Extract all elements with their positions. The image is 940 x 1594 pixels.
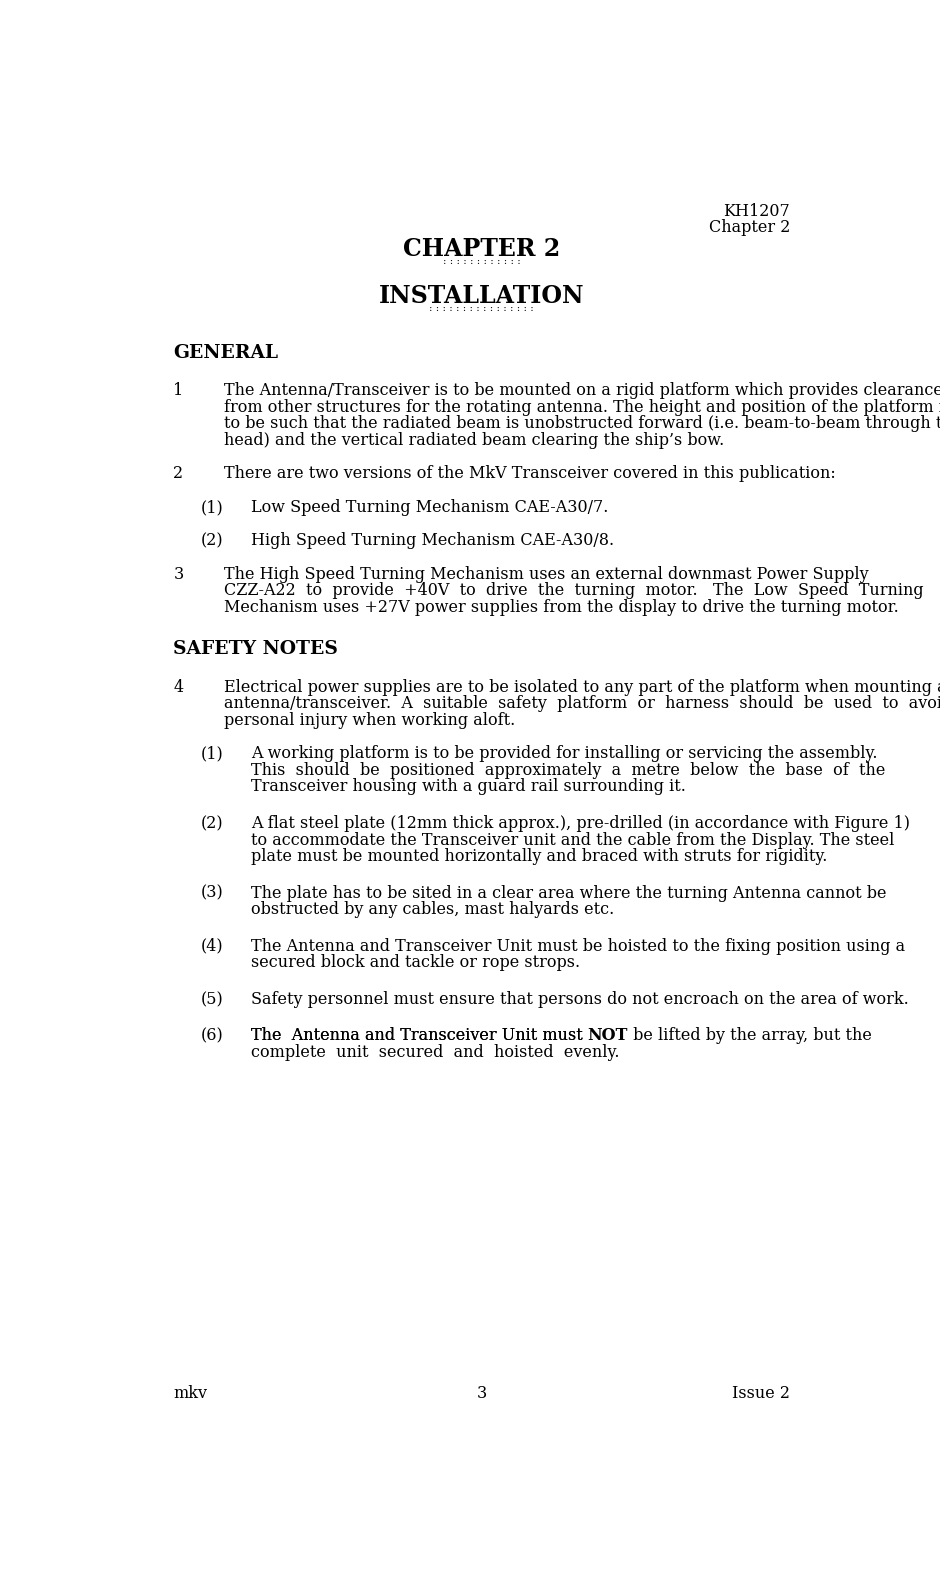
Text: Chapter 2: Chapter 2 (709, 220, 791, 236)
Text: NOT: NOT (588, 1028, 628, 1044)
Text: 3: 3 (477, 1385, 487, 1401)
Text: personal injury when working aloft.: personal injury when working aloft. (225, 713, 516, 728)
Text: plate must be mounted horizontally and braced with struts for rigidity.: plate must be mounted horizontally and b… (251, 848, 827, 866)
Text: (6): (6) (201, 1028, 224, 1044)
Text: CHAPTER 2: CHAPTER 2 (403, 238, 560, 261)
Text: Issue 2: Issue 2 (732, 1385, 791, 1401)
Text: 4: 4 (173, 679, 183, 695)
Text: A working platform is to be provided for installing or servicing the assembly.: A working platform is to be provided for… (251, 746, 877, 762)
Text: secured block and tackle or rope strops.: secured block and tackle or rope strops. (251, 955, 580, 971)
Text: The  Antenna and Transceiver Unit must: The Antenna and Transceiver Unit must (251, 1028, 588, 1044)
Text: head) and the vertical radiated beam clearing the ship’s bow.: head) and the vertical radiated beam cle… (225, 432, 725, 450)
Text: (1): (1) (201, 746, 224, 762)
Text: (5): (5) (201, 991, 224, 1007)
Text: CZZ-A22  to  provide  +40V  to  drive  the  turning  motor.   The  Low  Speed  T: CZZ-A22 to provide +40V to drive the tur… (225, 582, 924, 599)
Text: (3): (3) (201, 885, 224, 902)
Text: 3: 3 (173, 566, 183, 583)
Text: The Antenna and Transceiver Unit must be hoisted to the fixing position using a: The Antenna and Transceiver Unit must be… (251, 937, 905, 955)
Text: 1: 1 (173, 383, 183, 398)
Text: be lifted by the array, but the: be lifted by the array, but the (628, 1028, 872, 1044)
Text: The plate has to be sited in a clear area where the turning Antenna cannot be: The plate has to be sited in a clear are… (251, 885, 886, 902)
Text: INSTALLATION: INSTALLATION (379, 284, 585, 308)
Text: Electrical power supplies are to be isolated to any part of the platform when mo: Electrical power supplies are to be isol… (225, 679, 940, 695)
Text: 2: 2 (173, 465, 183, 483)
Text: : : : : : : : : : : : :: : : : : : : : : : : : : (443, 258, 521, 266)
Text: There are two versions of the MkV Transceiver covered in this publication:: There are two versions of the MkV Transc… (225, 465, 837, 483)
Text: complete  unit  secured  and  hoisted  evenly.: complete unit secured and hoisted evenly… (251, 1044, 619, 1062)
Text: antenna/transceiver.  A  suitable  safety  platform  or  harness  should  be  us: antenna/transceiver. A suitable safety p… (225, 695, 940, 713)
Text: Transceiver housing with a guard rail surrounding it.: Transceiver housing with a guard rail su… (251, 778, 685, 795)
Text: (4): (4) (201, 937, 224, 955)
Text: GENERAL: GENERAL (173, 344, 278, 362)
Text: obstructed by any cables, mast halyards etc.: obstructed by any cables, mast halyards … (251, 901, 614, 918)
Text: to accommodate the Transceiver unit and the cable from the Display. The steel: to accommodate the Transceiver unit and … (251, 832, 894, 848)
Text: This  should  be  positioned  approximately  a  metre  below  the  base  of  the: This should be positioned approximately … (251, 762, 885, 779)
Text: (1): (1) (201, 499, 224, 516)
Text: (2): (2) (201, 532, 224, 550)
Text: from other structures for the rotating antenna. The height and position of the p: from other structures for the rotating a… (225, 398, 940, 416)
Text: Low Speed Turning Mechanism CAE-A30/7.: Low Speed Turning Mechanism CAE-A30/7. (251, 499, 608, 516)
Text: The  Antenna and Transceiver Unit must: The Antenna and Transceiver Unit must (251, 1028, 588, 1044)
Text: Mechanism uses +27V power supplies from the display to drive the turning motor.: Mechanism uses +27V power supplies from … (225, 599, 900, 615)
Text: A flat steel plate (12mm thick approx.), pre-drilled (in accordance with Figure : A flat steel plate (12mm thick approx.),… (251, 815, 910, 832)
Text: to be such that the radiated beam is unobstructed forward (i.e. beam-to-beam thr: to be such that the radiated beam is uno… (225, 416, 940, 432)
Text: Safety personnel must ensure that persons do not encroach on the area of work.: Safety personnel must ensure that person… (251, 991, 909, 1007)
Text: mkv: mkv (173, 1385, 208, 1401)
Text: : : : : : : : : : : : : : : : :: : : : : : : : : : : : : : : : : (430, 304, 534, 312)
Text: KH1207: KH1207 (724, 202, 791, 220)
Text: High Speed Turning Mechanism CAE-A30/8.: High Speed Turning Mechanism CAE-A30/8. (251, 532, 614, 550)
Text: SAFETY NOTES: SAFETY NOTES (173, 641, 338, 658)
Text: The Antenna/Transceiver is to be mounted on a rigid platform which provides clea: The Antenna/Transceiver is to be mounted… (225, 383, 940, 398)
Text: (2): (2) (201, 815, 224, 832)
Text: The High Speed Turning Mechanism uses an external downmast Power Supply: The High Speed Turning Mechanism uses an… (225, 566, 870, 583)
